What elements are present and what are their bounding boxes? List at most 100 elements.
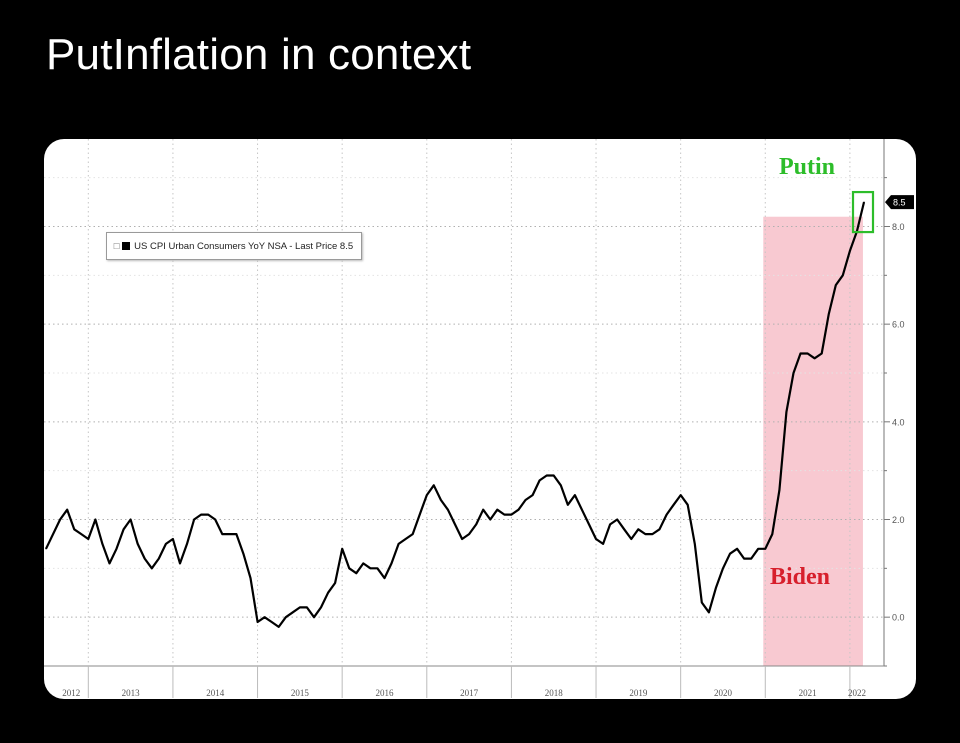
data-point-2021-06: [799, 352, 802, 355]
y-tick-label-8.0: 8.0: [892, 222, 905, 232]
data-point-2014-02: [179, 562, 181, 564]
last-price-label: 8.5: [893, 198, 906, 208]
data-point-2017-04: [447, 509, 449, 511]
data-point-2013-09: [144, 558, 146, 560]
data-point-2018-10: [574, 494, 576, 496]
data-point-2016-02: [348, 567, 350, 569]
x-tick-label-2021: 2021: [799, 688, 817, 698]
data-point-2013-06: [123, 528, 125, 530]
data-point-2020-01: [680, 494, 682, 496]
data-point-2015-11: [327, 592, 329, 594]
data-point-2016-04: [362, 562, 364, 564]
x-tick-label-2020: 2020: [714, 688, 733, 698]
data-point-2019-10: [658, 528, 661, 530]
x-tick-label-2013: 2013: [122, 688, 141, 698]
data-point-2022-03: [863, 201, 865, 203]
data-point-2018-05: [539, 479, 541, 481]
data-point-2015-06: [292, 611, 294, 613]
data-point-2014-09: [228, 533, 230, 535]
data-point-2018-06: [546, 474, 548, 477]
data-point-2013-08: [137, 543, 139, 545]
data-point-2012-10: [66, 509, 68, 511]
data-point-2020-09: [736, 548, 738, 550]
data-point-2014-10: [235, 533, 237, 535]
data-point-2020-05: [708, 611, 710, 613]
data-point-2015-03: [271, 621, 273, 623]
x-tick-label-2022: 2022: [848, 688, 866, 698]
legend-label: US CPI Urban Consumers YoY NSA - Last Pr…: [134, 240, 354, 252]
data-point-2016-08: [390, 562, 393, 564]
x-tick-label-2019: 2019: [629, 688, 648, 698]
data-point-2021-09: [821, 352, 823, 355]
shaded-region-0: [763, 216, 863, 666]
data-point-2019-09: [651, 533, 654, 535]
data-point-2020-03: [694, 543, 696, 545]
data-point-2016-12: [419, 514, 421, 516]
data-point-2020-06: [715, 587, 717, 589]
highlight-box-putin: [851, 190, 875, 234]
data-point-2015-01: [257, 621, 259, 623]
data-point-2017-03: [440, 499, 442, 501]
data-point-2016-10: [405, 538, 407, 540]
data-point-2018-11: [581, 509, 583, 511]
y-tick-label-4.0: 4.0: [892, 417, 905, 427]
data-point-2014-11: [242, 553, 244, 555]
data-point-2019-11: [666, 514, 668, 516]
data-point-2014-06: [207, 514, 209, 516]
x-tick-label-2018: 2018: [545, 688, 564, 698]
data-point-2017-08: [475, 523, 477, 525]
data-point-2018-04: [532, 494, 534, 496]
data-point-2014-08: [221, 533, 223, 535]
data-point-2021-12: [842, 274, 844, 276]
y-tick-label-6.0: 6.0: [892, 320, 905, 330]
data-point-2013-05: [115, 548, 118, 550]
data-point-2017-06: [461, 538, 463, 540]
data-point-2021-08: [814, 357, 816, 359]
data-point-2013-07: [130, 518, 132, 521]
data-point-2013-11: [158, 558, 160, 560]
annotation-biden: Biden: [770, 564, 831, 590]
legend-checkbox-icon[interactable]: ☐: [113, 241, 121, 251]
data-point-2013-03: [101, 543, 103, 545]
chart-card: 0.0 2.0 4.0 6.0 8.0 2012 2013 2014 2015 2016 2017 2…: [44, 139, 916, 699]
data-point-2020-02: [687, 504, 689, 506]
data-point-2018-09: [567, 504, 569, 506]
data-point-2017-07: [468, 533, 470, 535]
data-point-2017-01: [426, 494, 428, 496]
data-point-2012-09: [59, 518, 61, 521]
data-point-2017-09: [482, 509, 484, 511]
data-point-2019-02: [602, 543, 604, 545]
data-point-2015-12: [334, 582, 336, 584]
data-point-2015-09: [313, 616, 315, 618]
data-point-2018-07: [553, 474, 555, 477]
data-point-2019-03: [609, 523, 611, 525]
x-tick-label-2017: 2017: [460, 688, 479, 698]
x-tick-label-2012: 2012: [62, 688, 80, 698]
data-point-2020-10: [743, 558, 745, 560]
data-point-2022-01: [849, 250, 851, 252]
series-line-0: [45, 201, 866, 628]
data-point-2013-01: [87, 538, 89, 540]
data-point-2020-12: [757, 548, 759, 550]
data-point-2012-11: [73, 528, 75, 530]
data-point-2021-03: [778, 489, 781, 491]
legend-swatch: [122, 242, 131, 250]
data-point-2021-02: [771, 533, 773, 535]
data-point-2021-10: [828, 313, 830, 315]
cpi-line-chart: 0.0 2.0 4.0 6.0 8.0 2012 2013 2014 2015 2016 2017 2…: [44, 139, 914, 698]
data-point-2017-11: [496, 509, 498, 511]
chart-legend: ☐ US CPI Urban Consumers YoY NSA - Last …: [106, 232, 363, 260]
data-point-2020-11: [750, 558, 752, 560]
data-point-2021-11: [835, 284, 837, 286]
data-point-2012-07: [45, 548, 47, 550]
data-point-2021-04: [785, 411, 788, 413]
data-point-2018-02: [517, 509, 520, 511]
data-point-2015-04: [278, 626, 280, 628]
x-tick-label-2014: 2014: [206, 688, 225, 698]
x-tick-label-2015: 2015: [291, 688, 310, 698]
page-title: PutInflation in context: [46, 30, 472, 79]
data-point-2019-05: [623, 528, 625, 530]
data-point-2018-12: [588, 523, 590, 525]
data-point-2020-07: [722, 567, 724, 569]
data-point-2017-10: [489, 518, 491, 521]
